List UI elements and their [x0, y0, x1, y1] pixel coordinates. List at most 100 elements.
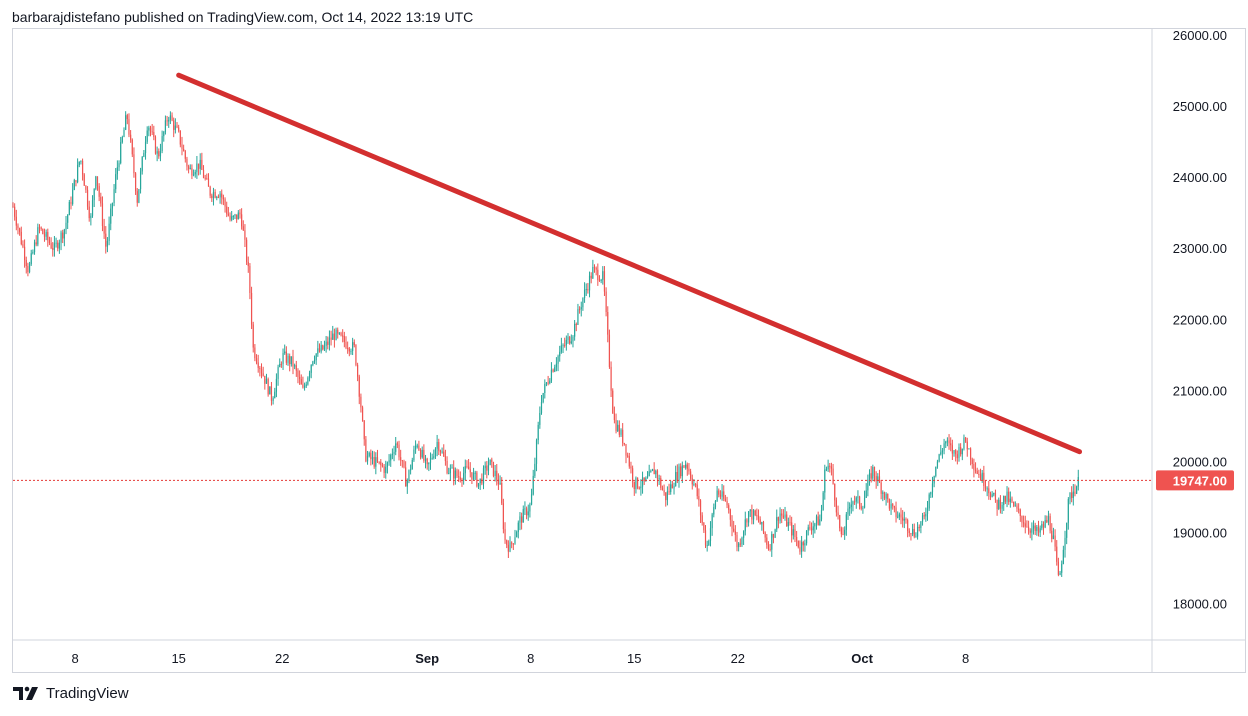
candle-body	[496, 470, 498, 480]
candle-body	[272, 398, 274, 401]
candle-body	[126, 115, 128, 120]
candle-body	[284, 351, 286, 354]
candle-body	[698, 496, 700, 501]
candle-body	[376, 457, 379, 462]
candle-body	[661, 487, 664, 491]
candle-body	[254, 347, 256, 359]
candle-body	[453, 467, 455, 479]
candle-body	[134, 173, 137, 192]
candle-body	[804, 543, 806, 546]
candle-body	[509, 542, 511, 552]
candle-body	[201, 159, 203, 170]
candle-body	[1074, 491, 1076, 494]
candle-body	[22, 244, 24, 247]
candle-body	[174, 125, 176, 130]
candle-body	[438, 442, 440, 451]
candle-body	[791, 522, 793, 536]
candle-body	[343, 336, 345, 342]
candle-body	[486, 465, 488, 471]
candle-body	[741, 537, 743, 545]
candle-body	[731, 519, 733, 529]
candle-body	[88, 206, 90, 219]
candle-body	[156, 151, 158, 154]
candle-body	[560, 345, 562, 352]
candle-body	[943, 443, 945, 451]
candle-body	[277, 367, 279, 379]
candle-body	[550, 369, 553, 381]
candle-body	[81, 160, 84, 175]
candle-body	[317, 348, 319, 354]
candle-body	[144, 141, 147, 154]
candle-body	[979, 474, 982, 480]
candle-body	[525, 508, 528, 516]
candle-body	[146, 130, 148, 142]
candle-body	[58, 242, 60, 249]
candle-body	[468, 466, 470, 470]
candle-body	[103, 225, 105, 234]
candle-body	[37, 227, 39, 245]
candle-body	[587, 289, 589, 291]
candle-body	[849, 506, 851, 509]
candle-body	[762, 521, 765, 533]
candle-body	[204, 177, 206, 179]
candle-body	[809, 527, 811, 529]
trendline[interactable]	[176, 72, 1083, 455]
candle-body	[236, 214, 238, 220]
candle-body	[802, 542, 804, 546]
candle-body	[699, 500, 702, 516]
candle-body	[969, 448, 972, 460]
candle-body	[902, 517, 904, 521]
candle-body	[749, 509, 751, 512]
candle-body	[489, 459, 491, 466]
candle-body	[863, 497, 866, 508]
candle-body	[191, 168, 193, 176]
candle-body	[756, 515, 758, 517]
candle-body	[938, 454, 940, 462]
candle-body	[290, 356, 292, 365]
candle-body	[721, 491, 723, 497]
candle-body	[529, 504, 531, 512]
candle-body	[933, 475, 935, 484]
footer-brand[interactable]: TradingView	[12, 684, 129, 702]
candle-body	[984, 485, 987, 489]
candle-body	[625, 444, 627, 456]
candle-body	[113, 189, 115, 204]
candle-body	[194, 172, 196, 175]
candle-body	[777, 517, 780, 521]
candle-body	[857, 496, 859, 498]
candle-body	[363, 420, 365, 440]
candle-body	[216, 196, 218, 198]
candle-body	[159, 151, 162, 157]
candle-body	[893, 506, 895, 508]
candle-body	[703, 522, 705, 531]
candle-body	[844, 529, 846, 535]
candle-body	[302, 384, 304, 388]
candle-body	[1066, 522, 1068, 538]
candle-body	[1026, 526, 1028, 528]
candle-body	[347, 347, 349, 349]
candle-body	[1046, 520, 1048, 523]
candle-body	[1001, 504, 1003, 509]
candle-body	[474, 472, 476, 474]
candle-body	[723, 491, 725, 499]
candle-body	[931, 483, 934, 493]
candle-body	[262, 373, 264, 376]
candle-body	[260, 368, 263, 374]
candle-body	[953, 450, 955, 454]
candle-body	[709, 528, 712, 541]
candle-body	[436, 442, 438, 449]
candle-body	[492, 461, 495, 476]
candle-body	[19, 228, 21, 232]
candle-body	[469, 469, 471, 473]
candle-body	[171, 115, 173, 121]
candle-body	[85, 185, 87, 190]
candle-body	[706, 545, 708, 547]
candle-body	[799, 547, 801, 552]
candle-body	[729, 509, 731, 520]
candle-body	[153, 132, 155, 137]
candle-body	[965, 437, 967, 442]
candle-body	[189, 168, 191, 170]
last-price-badge: 19747.00	[1156, 470, 1234, 491]
candle-body	[858, 496, 861, 507]
